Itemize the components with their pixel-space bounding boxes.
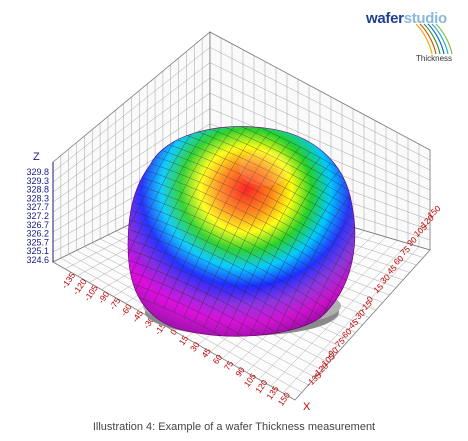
grid-line <box>209 92 431 191</box>
x-axis-label: X <box>303 401 311 413</box>
z-axis-label: Z <box>33 151 40 163</box>
z-tick-label: 328.3 <box>26 193 49 203</box>
z-tick-label: 324.6 <box>26 255 49 265</box>
z-axis: Z 329.8329.3328.8328.3327.7327.2326.7326… <box>26 151 54 265</box>
thickness-surface <box>127 126 356 337</box>
grid-line <box>52 47 211 173</box>
grid-line <box>270 243 409 387</box>
logo-swoosh-icon <box>415 23 453 55</box>
z-tick-label: 329.8 <box>26 167 49 177</box>
grid-line <box>209 77 431 181</box>
logo-subtitle: Thickness <box>416 54 453 63</box>
grid-line <box>52 108 211 213</box>
z-tick-label: 326.7 <box>26 220 49 230</box>
figure-caption: Illustration 4: Example of a wafer Thick… <box>92 421 376 433</box>
grid-line <box>282 246 420 394</box>
z-tick-label: 328.8 <box>26 185 49 195</box>
grid-line <box>52 62 211 183</box>
grid-line <box>209 47 431 161</box>
y-tick-label: 0 <box>365 294 375 305</box>
grid-line <box>52 93 211 203</box>
z-tick-label: 327.2 <box>26 211 49 221</box>
wafer-studio-logo: waferstudio Thickness <box>366 8 462 64</box>
x-tick-label: 0 <box>168 327 179 337</box>
grid-line <box>52 77 211 193</box>
z-tick-label: 325.1 <box>26 246 49 256</box>
z-tick-label: 327.7 <box>26 202 49 212</box>
grid-line <box>209 62 431 171</box>
logo-wordmark: waferstudio <box>366 10 447 27</box>
z-tick-label: 326.2 <box>26 229 49 239</box>
z-tick-label: 325.7 <box>26 237 49 247</box>
z-tick-label: 329.3 <box>26 176 49 186</box>
